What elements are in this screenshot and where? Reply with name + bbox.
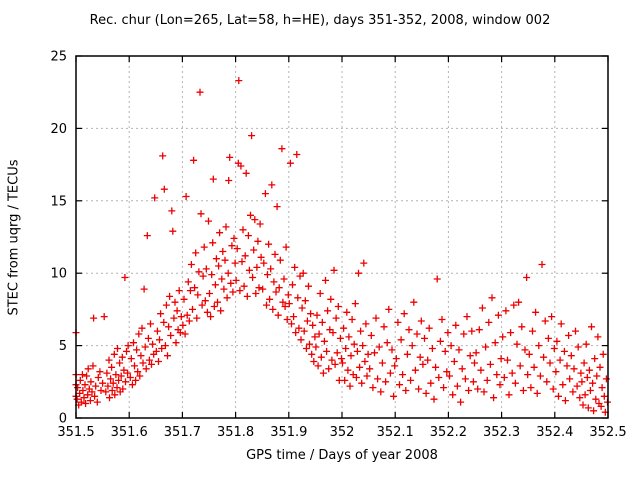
y-tick-label: 5 [59, 339, 67, 354]
x-tick-label: 352.1 [377, 425, 414, 440]
x-tick-label: 351.5 [57, 425, 94, 440]
x-tick-label: 352.3 [483, 425, 520, 440]
y-tick-label: 20 [50, 122, 67, 137]
x-tick-label: 351.6 [111, 425, 148, 440]
x-tick-label: 352.2 [430, 425, 467, 440]
y-tick-label: 25 [50, 50, 67, 65]
x-axis-label: GPS time / Days of year 2008 [246, 448, 438, 463]
x-tick-label: 352.4 [536, 425, 573, 440]
x-tick-label: 352 [330, 425, 355, 440]
x-tick-label: 352.5 [589, 425, 626, 440]
x-tick-label: 351.7 [164, 425, 201, 440]
y-tick-label: 15 [50, 194, 67, 209]
x-tick-label: 351.8 [217, 425, 254, 440]
chart-title: Rec. chur (Lon=265, Lat=58, h=HE), days … [89, 13, 551, 28]
x-tick-label: 351.9 [270, 425, 307, 440]
y-tick-label: 0 [59, 412, 67, 427]
y-tick-label: 10 [50, 267, 67, 282]
